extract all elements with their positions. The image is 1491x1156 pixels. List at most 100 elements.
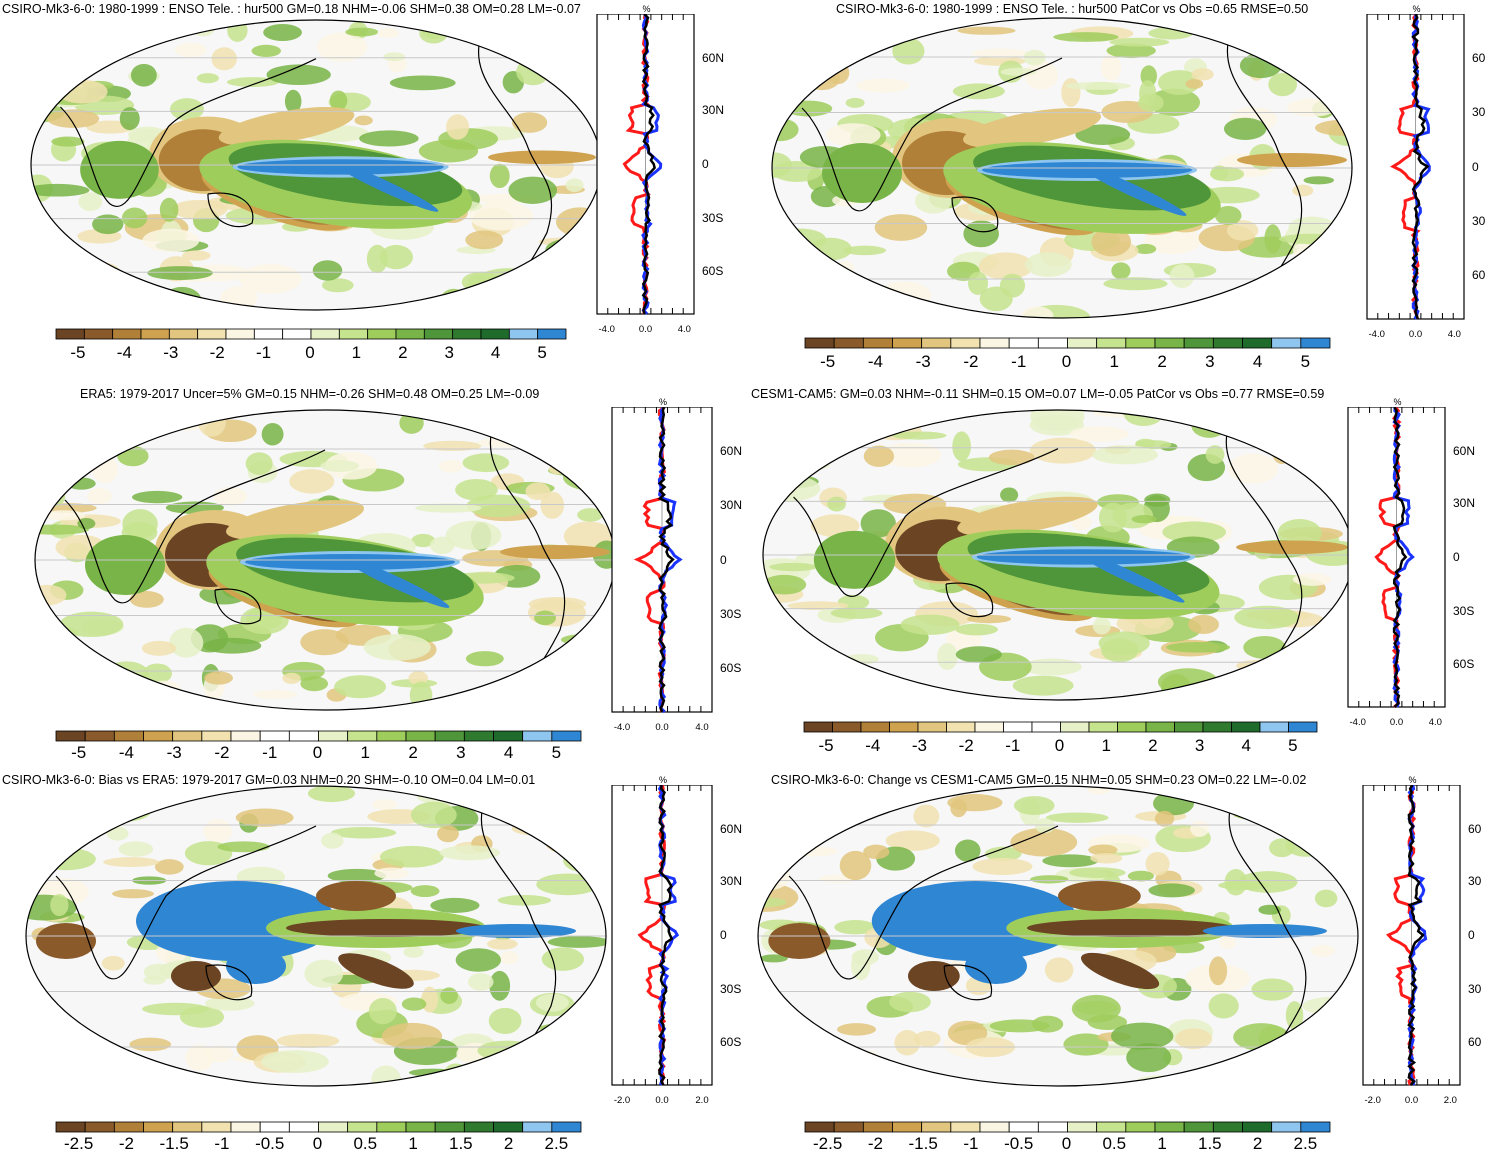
colorbar-label: -2 bbox=[118, 1134, 134, 1153]
lat-tick: 60N bbox=[720, 444, 743, 459]
colorbar-label: 0 bbox=[312, 1134, 323, 1153]
colorbar-swatch bbox=[1300, 337, 1331, 349]
colorbar-label: 0.5 bbox=[1102, 1134, 1127, 1153]
colorbar bbox=[803, 721, 1318, 733]
colorbar-swatch bbox=[143, 1121, 174, 1133]
colorbar-swatch bbox=[1008, 337, 1039, 349]
colorbar-label: 4 bbox=[1241, 736, 1251, 755]
colorbar-swatch bbox=[892, 1121, 923, 1133]
colorbar-swatch bbox=[1067, 337, 1098, 349]
colorbar-swatch bbox=[230, 1121, 261, 1133]
colorbar-swatch bbox=[860, 721, 890, 733]
colorbar-swatch bbox=[1003, 721, 1033, 733]
colorbar-swatch bbox=[1202, 721, 1232, 733]
colorbar-label: -1 bbox=[1005, 736, 1021, 755]
x-tick: -4.0 bbox=[1349, 717, 1366, 728]
colorbar-swatch bbox=[347, 730, 378, 742]
colorbar-swatch bbox=[1031, 721, 1061, 733]
panel-title: CSIRO-Mk3-6-0: Bias vs ERA5: 1979-2017 G… bbox=[2, 773, 536, 787]
lat-tick: 60N bbox=[1453, 443, 1476, 458]
colorbar-swatch bbox=[551, 730, 582, 742]
colorbar-label: 3 bbox=[456, 743, 466, 762]
panel-p6: CSIRO-Mk3-6-0: Change vs CESM1-CAM5 GM=0… bbox=[746, 771, 1491, 1156]
colorbar-swatch bbox=[1125, 337, 1156, 349]
colorbar-swatch bbox=[1154, 337, 1185, 349]
colorbar bbox=[55, 1121, 582, 1133]
panel-p4: CESM1-CAM5: GM=0.03 NHM=-0.11 SHM=0.15 O… bbox=[746, 385, 1491, 770]
colorbar-swatch bbox=[522, 730, 553, 742]
panel-p5: CSIRO-Mk3-6-0: Bias vs ERA5: 1979-2017 G… bbox=[0, 771, 745, 1156]
colorbar-swatch bbox=[1154, 1121, 1185, 1133]
colorbar-label: -2 bbox=[867, 1134, 883, 1153]
lat-tick: 60S bbox=[720, 660, 742, 675]
lat-tick: 0 bbox=[702, 157, 709, 171]
colorbar-swatch bbox=[143, 730, 174, 742]
lat-tick: 0 bbox=[1472, 159, 1479, 174]
colorbar-swatch bbox=[493, 1121, 524, 1133]
colorbar-swatch bbox=[1212, 1121, 1243, 1133]
colorbar-swatch bbox=[537, 328, 567, 340]
colorbar-swatch bbox=[253, 328, 284, 340]
colorbar-swatch bbox=[434, 1121, 465, 1133]
colorbar-swatch bbox=[522, 1121, 553, 1133]
unit-label: % bbox=[659, 775, 668, 785]
colorbar-label: -0.5 bbox=[1004, 1134, 1034, 1153]
lat-tick: 30S bbox=[720, 982, 742, 996]
colorbar-swatch bbox=[508, 328, 539, 340]
colorbar-label: 0 bbox=[1061, 352, 1072, 371]
x-tick: -4.0 bbox=[1368, 329, 1385, 340]
colorbar-swatch bbox=[480, 328, 510, 340]
colorbar-label: -3 bbox=[915, 352, 931, 371]
colorbar-swatch bbox=[395, 328, 425, 340]
colorbar-label: -5 bbox=[71, 743, 87, 762]
colorbar-swatch bbox=[1242, 337, 1273, 349]
colorbar-swatch bbox=[282, 328, 312, 340]
colorbar-label: 2 bbox=[408, 743, 418, 762]
colorbar-label: -3 bbox=[163, 343, 179, 362]
colorbar-label: -1 bbox=[214, 1134, 230, 1153]
x-tick: 0.0 bbox=[1389, 717, 1404, 728]
colorbar-swatch bbox=[832, 721, 862, 733]
colorbar bbox=[55, 730, 582, 742]
colorbar-label: -5 bbox=[820, 352, 836, 371]
colorbar-swatch bbox=[201, 1121, 232, 1133]
colorbar-label: 2 bbox=[398, 343, 408, 362]
colorbar-swatch bbox=[463, 730, 494, 742]
panel-p3: ERA5: 1979-2017 Uncer=5% GM=0.15 NHM=-0.… bbox=[0, 385, 745, 770]
panel-title: CESM1-CAM5: GM=0.03 NHM=-0.11 SHM=0.15 O… bbox=[751, 387, 1325, 401]
colorbar-swatch bbox=[1037, 1121, 1068, 1133]
lat-tick: 30S bbox=[720, 607, 742, 622]
colorbar-swatch bbox=[338, 328, 369, 340]
colorbar-label: 4 bbox=[1252, 352, 1263, 371]
panel-title: CSIRO-Mk3-6-0: Change vs CESM1-CAM5 GM=0… bbox=[771, 773, 1307, 787]
colorbar-label: -2 bbox=[214, 743, 230, 762]
colorbar-swatch bbox=[1088, 721, 1118, 733]
colorbar-label: 1 bbox=[351, 343, 362, 362]
colorbar-swatch bbox=[259, 1121, 290, 1133]
colorbar-swatch bbox=[201, 730, 232, 742]
zonal-mean-plot bbox=[1362, 785, 1461, 1086]
colorbar-swatch bbox=[950, 1121, 981, 1133]
colorbar-swatch bbox=[230, 730, 261, 742]
colorbar-label: -1 bbox=[1011, 352, 1027, 371]
colorbar-label: 1.5 bbox=[1197, 1134, 1222, 1153]
lat-tick: 0 bbox=[720, 928, 727, 942]
colorbar-label: 4 bbox=[503, 743, 514, 762]
x-tick: -4.0 bbox=[598, 324, 615, 335]
panel-p1: CSIRO-Mk3-6-0: 1980-1999 : ENSO Tele. : … bbox=[0, 0, 745, 385]
unit-label: % bbox=[1393, 397, 1402, 407]
colorbar-label: -4 bbox=[116, 343, 132, 362]
lat-tick: 0 bbox=[1453, 550, 1460, 564]
colorbar-swatch bbox=[804, 337, 835, 349]
colorbar-swatch bbox=[862, 1121, 893, 1133]
colorbar-label: -4 bbox=[867, 352, 883, 371]
colorbar-label: 3 bbox=[1194, 736, 1205, 755]
panel-title: CSIRO-Mk3-6-0: 1980-1999 : ENSO Tele. : … bbox=[836, 2, 1309, 16]
colorbar-label: -1.5 bbox=[908, 1134, 938, 1153]
x-tick: -2.0 bbox=[613, 1095, 631, 1106]
colorbar bbox=[804, 1121, 1331, 1133]
zonal-mean-plot bbox=[611, 785, 713, 1086]
colorbar-swatch bbox=[310, 328, 340, 340]
lat-tick: 30N bbox=[702, 103, 725, 117]
colorbar-label: 5 bbox=[551, 743, 562, 762]
